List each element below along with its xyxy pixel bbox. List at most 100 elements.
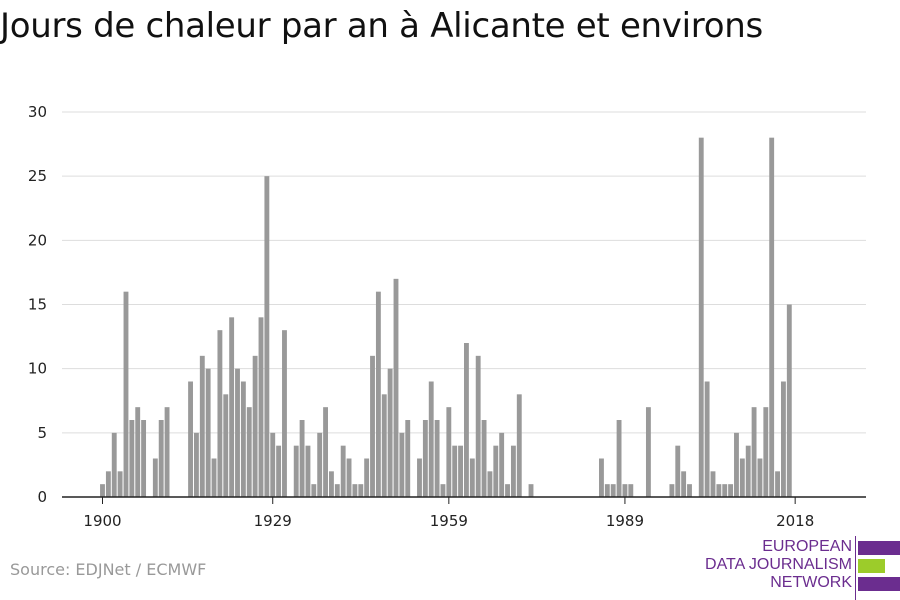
bar-2005 [716, 484, 722, 497]
bar-1931 [282, 330, 287, 497]
bar-2006 [722, 484, 728, 497]
y-tick-label: 5 [37, 424, 47, 442]
bar-1962 [464, 343, 469, 497]
logo-line-data-journalism: DATA JOURNALISM [705, 556, 852, 573]
bar-1966 [487, 471, 493, 497]
bar-1921 [223, 394, 229, 497]
bar-2017 [786, 304, 792, 497]
bar-1934 [299, 420, 305, 497]
y-tick-label: 20 [28, 231, 47, 249]
bar-2010 [745, 445, 751, 497]
bar-1967 [493, 445, 499, 497]
bar-1943 [352, 484, 358, 497]
bar-1918 [205, 368, 211, 497]
bar-1997 [669, 484, 675, 497]
y-tick-label: 10 [28, 360, 47, 378]
bar-1938 [323, 407, 328, 497]
bar-1956 [428, 381, 434, 497]
bar-1993 [645, 407, 651, 497]
bar-1904 [123, 291, 129, 497]
bar-1969 [505, 484, 510, 497]
bar-1927 [258, 317, 264, 497]
bar-1941 [340, 445, 346, 497]
bar-1924 [240, 381, 246, 497]
bar-2003 [704, 381, 710, 497]
bar-1930 [276, 445, 282, 497]
chart-title: Jours de chaleur par an à Alicante et en… [0, 6, 763, 46]
logo-line-european: EUROPEAN [762, 538, 852, 555]
bar-1968 [499, 432, 505, 497]
bar-1949 [387, 368, 393, 497]
bar-1998 [675, 445, 681, 497]
bar-2004 [710, 471, 716, 497]
bar-1922 [229, 317, 235, 497]
logo-line-network: NETWORK [770, 574, 852, 591]
bar-1926 [252, 355, 258, 497]
logo-bar-purple-top [858, 541, 900, 555]
bar-1900 [100, 484, 105, 497]
bar-1902 [111, 432, 117, 497]
bar-2013 [763, 407, 769, 497]
bar-1909 [152, 458, 158, 497]
bar-1945 [364, 458, 370, 497]
bar-1948 [381, 394, 387, 497]
bar-1961 [458, 445, 463, 497]
bar-1970 [510, 445, 516, 497]
bar-2007 [728, 484, 734, 497]
x-tick-label: 1959 [430, 512, 468, 530]
bar-1960 [452, 445, 458, 497]
bar-1951 [399, 432, 405, 497]
bar-1971 [516, 394, 522, 497]
logo-divider [855, 536, 856, 600]
bar-1906 [135, 407, 141, 497]
bar-2014 [769, 137, 775, 498]
bar-1911 [164, 407, 170, 497]
bar-1999 [681, 471, 687, 497]
bar-2002 [698, 137, 704, 498]
bar-2009 [739, 458, 745, 497]
bar-1939 [329, 471, 334, 497]
x-tick-label: 1929 [254, 512, 292, 530]
bar-1985 [599, 458, 604, 497]
bar-1973 [528, 484, 534, 497]
logo-bar-green [858, 559, 885, 573]
bar-1901 [105, 471, 111, 497]
bar-1965 [481, 420, 487, 497]
bar-1916 [193, 432, 199, 497]
bar-1986 [604, 484, 610, 497]
bar-1923 [235, 368, 240, 497]
bar-1952 [405, 420, 411, 497]
bar-1935 [305, 445, 311, 497]
bar-2000 [687, 484, 692, 497]
bar-1942 [346, 458, 352, 497]
bar-2016 [780, 381, 786, 497]
bars [100, 137, 792, 498]
bar-1950 [393, 278, 399, 497]
bar-1919 [211, 458, 217, 497]
x-tick-label: 2018 [776, 512, 814, 530]
bar-1903 [117, 471, 123, 497]
bar-1929 [270, 432, 276, 497]
bar-2012 [757, 458, 763, 497]
y-tick-label: 30 [28, 103, 47, 121]
bar-1955 [422, 420, 428, 497]
bar-1954 [417, 458, 422, 497]
bar-2008 [734, 432, 739, 497]
y-tick-label: 15 [28, 296, 47, 314]
source-note: Source: EDJNet / ECMWF [10, 560, 207, 579]
bar-1917 [199, 355, 205, 497]
x-tick-label: 1989 [606, 512, 644, 530]
bar-1937 [317, 432, 323, 497]
bar-1928 [264, 176, 270, 498]
bar-1946 [370, 355, 375, 497]
bar-1963 [469, 458, 475, 497]
bar-1987 [610, 484, 616, 497]
x-tick-label: 1900 [83, 512, 121, 530]
x-axis-ticks: 1900 1929 1959 1989 2018 [83, 497, 814, 530]
bar-1959 [446, 407, 452, 497]
bar-1905 [129, 420, 135, 497]
y-tick-label: 0 [37, 488, 47, 506]
bar-1944 [358, 484, 364, 497]
y-tick-label: 25 [28, 167, 47, 185]
